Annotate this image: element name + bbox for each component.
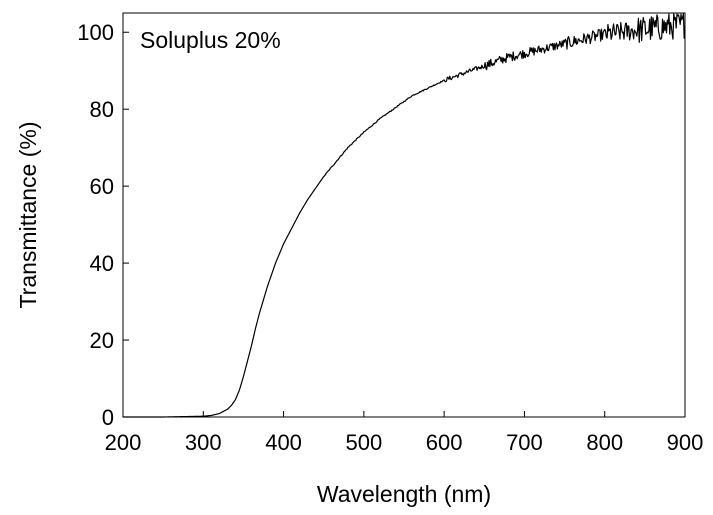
x-tick-label: 400 [265, 430, 302, 455]
x-tick-label: 600 [426, 430, 463, 455]
x-tick-label: 800 [586, 430, 623, 455]
series-annotation: Soluplus 20% [140, 27, 281, 53]
y-tick-label: 0 [102, 405, 114, 430]
y-tick-label: 60 [90, 174, 114, 199]
y-tick-label: 100 [77, 20, 114, 45]
x-tick-label: 900 [667, 430, 704, 455]
y-tick-label: 80 [90, 97, 114, 122]
x-tick-label: 300 [185, 430, 222, 455]
y-tick-label: 40 [90, 251, 114, 276]
series-layer [123, 12, 686, 418]
x-tick-label: 500 [345, 430, 382, 455]
x-tick-label: 200 [105, 430, 142, 455]
y-axis-ticks: 0 20 40 60 80 100 [77, 20, 129, 430]
x-axis-ticks: 200 300 400 500 600 700 800 900 [105, 411, 704, 455]
plot-frame [122, 12, 686, 418]
y-tick-label: 20 [90, 328, 114, 353]
x-axis-title: Wavelength (nm) [317, 481, 491, 507]
transmittance-series-line [123, 12, 686, 418]
x-tick-label: 700 [506, 430, 543, 455]
y-axis-title: Transmittance (%) [15, 121, 41, 308]
